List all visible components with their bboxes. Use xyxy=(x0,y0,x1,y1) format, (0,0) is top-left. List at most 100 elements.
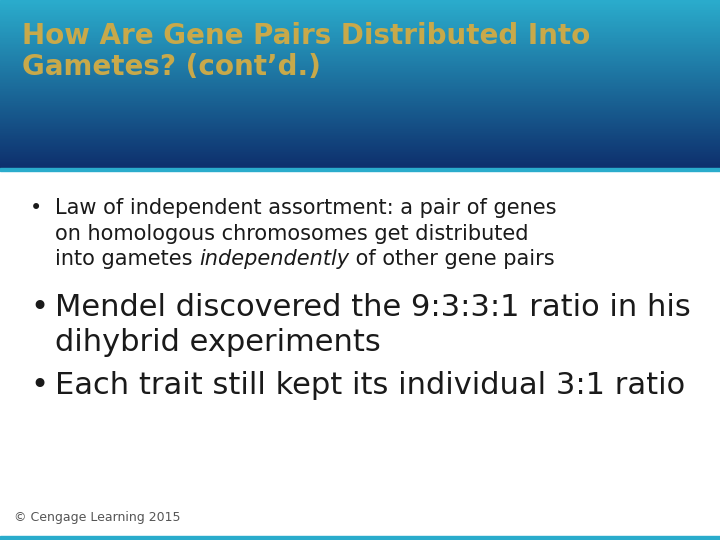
Text: of other gene pairs: of other gene pairs xyxy=(349,249,555,269)
Bar xyxy=(0,35,720,36)
Bar xyxy=(0,536,720,540)
Bar xyxy=(0,57,720,58)
Bar xyxy=(0,90,720,91)
Bar xyxy=(0,161,720,163)
Bar xyxy=(0,40,720,41)
Bar xyxy=(0,15,720,16)
Bar xyxy=(0,106,720,107)
Bar xyxy=(0,103,720,104)
Bar xyxy=(0,80,720,81)
Bar xyxy=(0,110,720,111)
Bar xyxy=(0,93,720,94)
Bar xyxy=(0,157,720,158)
Bar xyxy=(0,96,720,97)
Bar xyxy=(0,89,720,90)
Bar xyxy=(0,56,720,57)
Bar xyxy=(0,7,720,8)
Bar xyxy=(0,0,720,1)
Bar xyxy=(0,58,720,59)
Bar xyxy=(0,145,720,146)
Bar xyxy=(0,87,720,89)
Bar xyxy=(0,30,720,31)
Bar xyxy=(0,38,720,39)
Bar xyxy=(0,131,720,132)
Bar xyxy=(0,70,720,71)
Bar xyxy=(0,43,720,44)
Bar xyxy=(0,62,720,63)
Bar xyxy=(0,18,720,19)
Bar xyxy=(0,79,720,80)
Bar xyxy=(0,44,720,45)
Bar xyxy=(0,169,720,170)
Bar xyxy=(0,73,720,74)
Bar xyxy=(0,166,720,167)
Bar xyxy=(0,51,720,52)
Bar xyxy=(0,29,720,30)
Text: How Are Gene Pairs Distributed Into: How Are Gene Pairs Distributed Into xyxy=(22,22,590,50)
Bar xyxy=(0,119,720,120)
Bar xyxy=(0,100,720,101)
Bar xyxy=(0,95,720,96)
Bar xyxy=(0,164,720,165)
Bar xyxy=(0,37,720,38)
Bar xyxy=(0,47,720,48)
Bar xyxy=(0,116,720,117)
Text: Mendel discovered the 9:3:3:1 ratio in his: Mendel discovered the 9:3:3:1 ratio in h… xyxy=(55,293,690,322)
Bar xyxy=(0,153,720,154)
Text: dihybrid experiments: dihybrid experiments xyxy=(55,328,381,357)
Bar xyxy=(0,23,720,24)
Bar xyxy=(0,117,720,118)
Bar xyxy=(0,74,720,75)
Bar xyxy=(0,52,720,53)
Bar xyxy=(0,66,720,67)
Text: •: • xyxy=(30,198,42,218)
Bar xyxy=(0,72,720,73)
Bar xyxy=(0,84,720,85)
Bar xyxy=(0,69,720,70)
Bar xyxy=(0,14,720,15)
Bar xyxy=(0,147,720,148)
Bar xyxy=(0,132,720,133)
Bar xyxy=(0,120,720,121)
Text: •: • xyxy=(30,371,48,400)
Bar xyxy=(0,33,720,34)
Bar xyxy=(0,94,720,95)
Bar xyxy=(0,3,720,4)
Bar xyxy=(0,9,720,10)
Bar xyxy=(0,65,720,66)
Bar xyxy=(0,49,720,50)
Bar xyxy=(0,156,720,157)
Bar xyxy=(0,34,720,35)
Bar xyxy=(0,168,720,171)
Bar xyxy=(0,26,720,27)
Bar xyxy=(0,11,720,12)
Bar xyxy=(0,22,720,23)
Bar xyxy=(0,91,720,92)
Bar xyxy=(0,36,720,37)
Bar xyxy=(0,140,720,141)
Bar xyxy=(0,102,720,103)
Bar xyxy=(0,92,720,93)
Bar xyxy=(0,81,720,82)
Bar xyxy=(0,125,720,126)
Bar xyxy=(0,8,720,9)
Bar xyxy=(0,10,720,11)
Bar xyxy=(0,41,720,42)
Bar xyxy=(0,67,720,68)
Bar xyxy=(0,142,720,143)
Text: into gametes: into gametes xyxy=(55,249,199,269)
Bar xyxy=(0,28,720,29)
Bar xyxy=(0,31,720,32)
Bar xyxy=(0,60,720,61)
Bar xyxy=(0,98,720,99)
Bar xyxy=(0,124,720,125)
Bar xyxy=(0,78,720,79)
Bar xyxy=(0,24,720,25)
Bar xyxy=(0,129,720,130)
Bar xyxy=(0,86,720,87)
Bar xyxy=(0,77,720,78)
Bar xyxy=(0,46,720,47)
Bar xyxy=(0,160,720,161)
Bar xyxy=(0,82,720,83)
Text: © Cengage Learning 2015: © Cengage Learning 2015 xyxy=(14,511,181,524)
